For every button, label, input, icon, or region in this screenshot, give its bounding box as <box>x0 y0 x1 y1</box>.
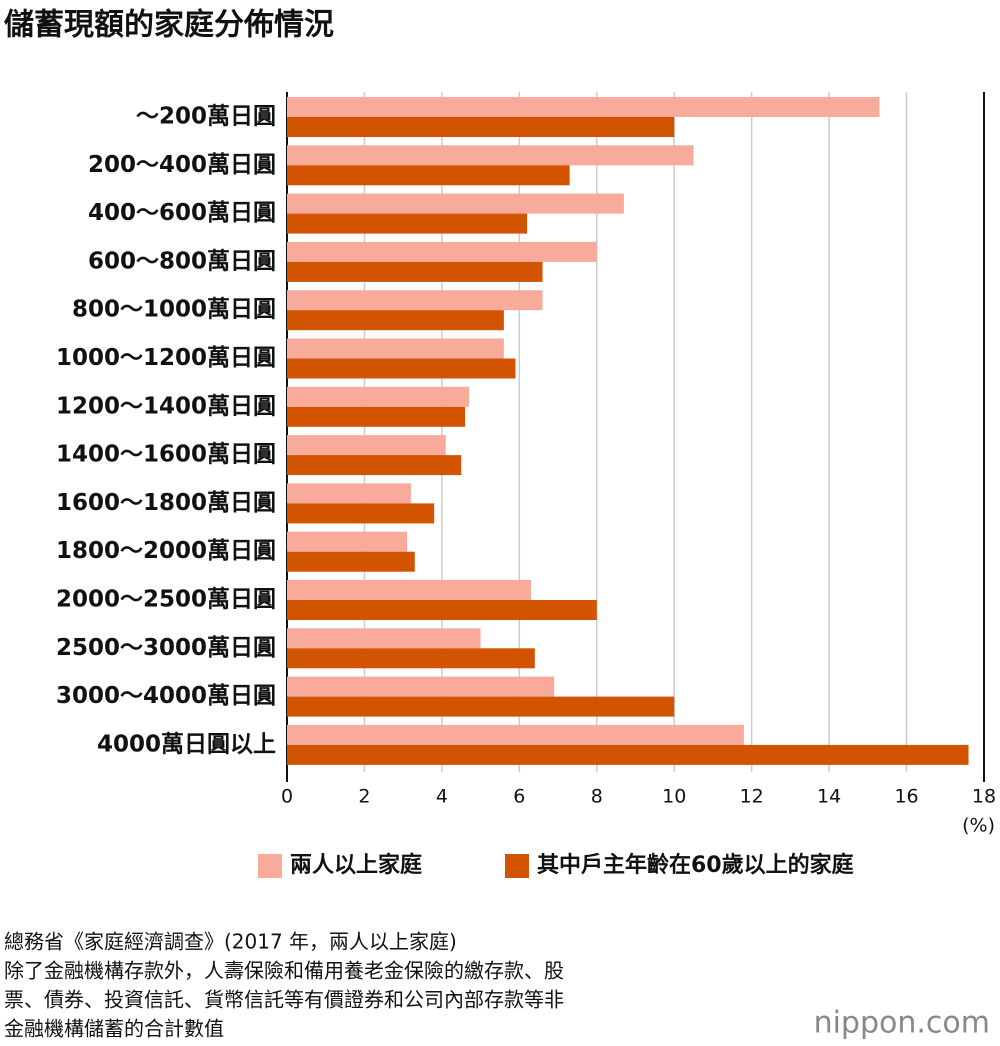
axis-unit: (%) <box>962 815 995 837</box>
x-tick-label: 12 <box>740 786 764 808</box>
bar <box>287 145 694 166</box>
bar <box>287 628 481 649</box>
bar <box>287 213 528 234</box>
bar <box>287 724 744 745</box>
bar <box>287 531 408 552</box>
note: 總務省《家庭經濟調查》(2017 年，兩人以上家庭) <box>4 930 457 954</box>
y-tick-label: 1400～1600萬日圓 <box>56 442 276 468</box>
y-tick-label: ～200萬日圓 <box>136 104 276 130</box>
bar <box>287 648 535 669</box>
y-tick-label: 400～600萬日圓 <box>88 200 276 226</box>
chart-title: 儲蓄現額的家庭分佈情況 <box>4 8 334 43</box>
y-tick-label: 200～400萬日圓 <box>88 152 276 178</box>
x-tick-label: 0 <box>281 786 293 808</box>
bar <box>287 580 531 600</box>
legend-label: 兩人以上家庭 <box>290 852 422 878</box>
bar <box>287 551 415 572</box>
bar <box>287 406 466 427</box>
x-tick-label: 2 <box>358 786 370 808</box>
y-tick-label: 800～1000萬日圓 <box>72 297 276 323</box>
y-tick-label: 2000～2500萬日圓 <box>56 587 276 613</box>
y-tick-label: 2500～3000萬日圓 <box>56 635 276 661</box>
x-tick-label: 6 <box>513 786 525 808</box>
brand-logo: nippon.com <box>814 1006 990 1041</box>
x-tick-label: 8 <box>591 786 603 808</box>
bar <box>287 483 411 504</box>
legend-swatch <box>505 854 529 878</box>
bar <box>287 338 504 359</box>
y-tick-label: 3000～4000萬日圓 <box>56 683 276 709</box>
x-tick-label: 4 <box>436 786 448 808</box>
bar <box>287 358 516 379</box>
x-tick-label: 16 <box>894 786 918 808</box>
bar <box>287 744 969 765</box>
x-tick-label: 10 <box>662 786 686 808</box>
bar <box>287 165 570 186</box>
note: 票、債券、投資信託、貨幣信託等有價證券和公司內部存款等非 <box>4 988 564 1012</box>
x-tick-label: 14 <box>817 786 841 808</box>
y-tick-label: 1000～1200萬日圓 <box>56 345 276 371</box>
bar <box>287 261 543 282</box>
bar <box>287 241 597 262</box>
legend-label: 其中戶主年齡在60歲以上的家庭 <box>537 852 854 878</box>
bar <box>287 97 880 117</box>
x-tick-label: 18 <box>972 786 996 808</box>
bar <box>287 600 597 620</box>
bar <box>287 193 624 214</box>
bar <box>287 676 555 697</box>
bar <box>287 435 446 456</box>
note: 除了金融機構存款外，人壽保險和備用養老金保險的繳存款、股 <box>4 959 564 983</box>
bar <box>287 290 543 311</box>
y-tick-label: 1800～2000萬日圓 <box>56 538 276 564</box>
y-tick-label: 1600～1800萬日圓 <box>56 490 276 516</box>
y-tick-label: 4000萬日圓以上 <box>97 731 276 757</box>
bar <box>287 455 462 476</box>
y-tick-label: 600～800萬日圓 <box>88 248 276 274</box>
legend-swatch <box>258 854 282 878</box>
bar <box>287 503 435 524</box>
note: 金融機構儲蓄的合計數值 <box>4 1017 224 1041</box>
bar <box>287 310 504 331</box>
bar <box>287 696 675 717</box>
bar <box>287 386 469 407</box>
bar <box>287 117 675 137</box>
y-tick-label: 1200～1400萬日圓 <box>56 393 276 419</box>
